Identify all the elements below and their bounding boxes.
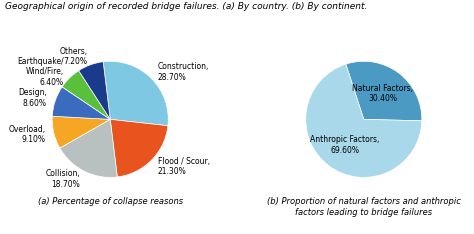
Text: Collision,
18.70%: Collision, 18.70% xyxy=(46,169,80,189)
Text: Geographical origin of recorded bridge failures. (a) By country. (b) By continen: Geographical origin of recorded bridge f… xyxy=(5,2,367,11)
Text: Construction,
28.70%: Construction, 28.70% xyxy=(157,62,209,82)
Text: Others,
7.20%: Others, 7.20% xyxy=(59,47,87,66)
Text: Earthquake/
Wind/Fire,
6.40%: Earthquake/ Wind/Fire, 6.40% xyxy=(17,57,64,87)
Text: Overload,
9.10%: Overload, 9.10% xyxy=(8,125,46,144)
Wedge shape xyxy=(103,61,168,126)
Text: Design,
8.60%: Design, 8.60% xyxy=(18,88,47,108)
X-axis label: (b) Proportion of natural factors and anthropic
factors leading to bridge failur: (b) Proportion of natural factors and an… xyxy=(267,197,461,217)
Text: Anthropic Factors,
69.60%: Anthropic Factors, 69.60% xyxy=(310,135,379,155)
Wedge shape xyxy=(110,119,168,177)
Text: Natural Factors,
30.40%: Natural Factors, 30.40% xyxy=(352,84,413,103)
Text: Flood / Scour,
21.30%: Flood / Scour, 21.30% xyxy=(158,157,210,176)
Wedge shape xyxy=(346,61,422,121)
Wedge shape xyxy=(306,64,422,177)
X-axis label: (a) Percentage of collapse reasons: (a) Percentage of collapse reasons xyxy=(37,197,183,206)
Wedge shape xyxy=(79,62,110,119)
Wedge shape xyxy=(52,116,110,148)
Wedge shape xyxy=(60,119,117,177)
Wedge shape xyxy=(52,87,110,119)
Wedge shape xyxy=(62,71,110,119)
